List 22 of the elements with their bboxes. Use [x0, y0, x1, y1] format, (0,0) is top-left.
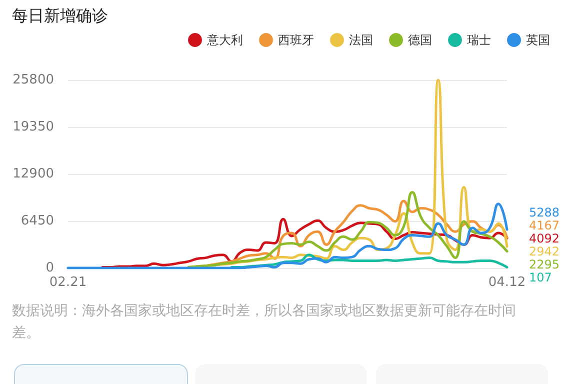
y-tick-label: 19350 — [12, 120, 54, 134]
x-tick-label: 04.12 — [488, 275, 526, 290]
data-label: 4167 — [529, 218, 560, 233]
y-tick-label: 6450 — [20, 214, 54, 228]
x-tick-label: 02.21 — [49, 275, 87, 290]
text: 数据说明：海外各国家或地区存在时差，所以各国家或地区数据更新可能存在时间差。 — [12, 302, 517, 343]
data-label: 2942 — [529, 244, 560, 259]
y-tick-label: 25800 — [12, 72, 54, 88]
line-series — [66, 202, 508, 270]
legend-label: 英国 — [526, 33, 550, 47]
legend-label: 德国 — [408, 33, 432, 47]
y-tick-label: 12900 — [12, 166, 54, 182]
y-tick-label: 0 — [46, 260, 54, 276]
legend-label: 瑞士 — [467, 33, 491, 47]
chart-title: 每日新增确诊 — [12, 6, 108, 27]
legend-label: 西班牙 — [278, 33, 314, 47]
data-label: 2295 — [529, 258, 560, 272]
legend-label: 意大利 — [206, 33, 243, 47]
data-label: 4092 — [529, 232, 560, 246]
legend-label: 法国 — [349, 33, 373, 47]
data-label: 5288 — [529, 206, 560, 220]
data-label: 107 — [529, 270, 552, 285]
